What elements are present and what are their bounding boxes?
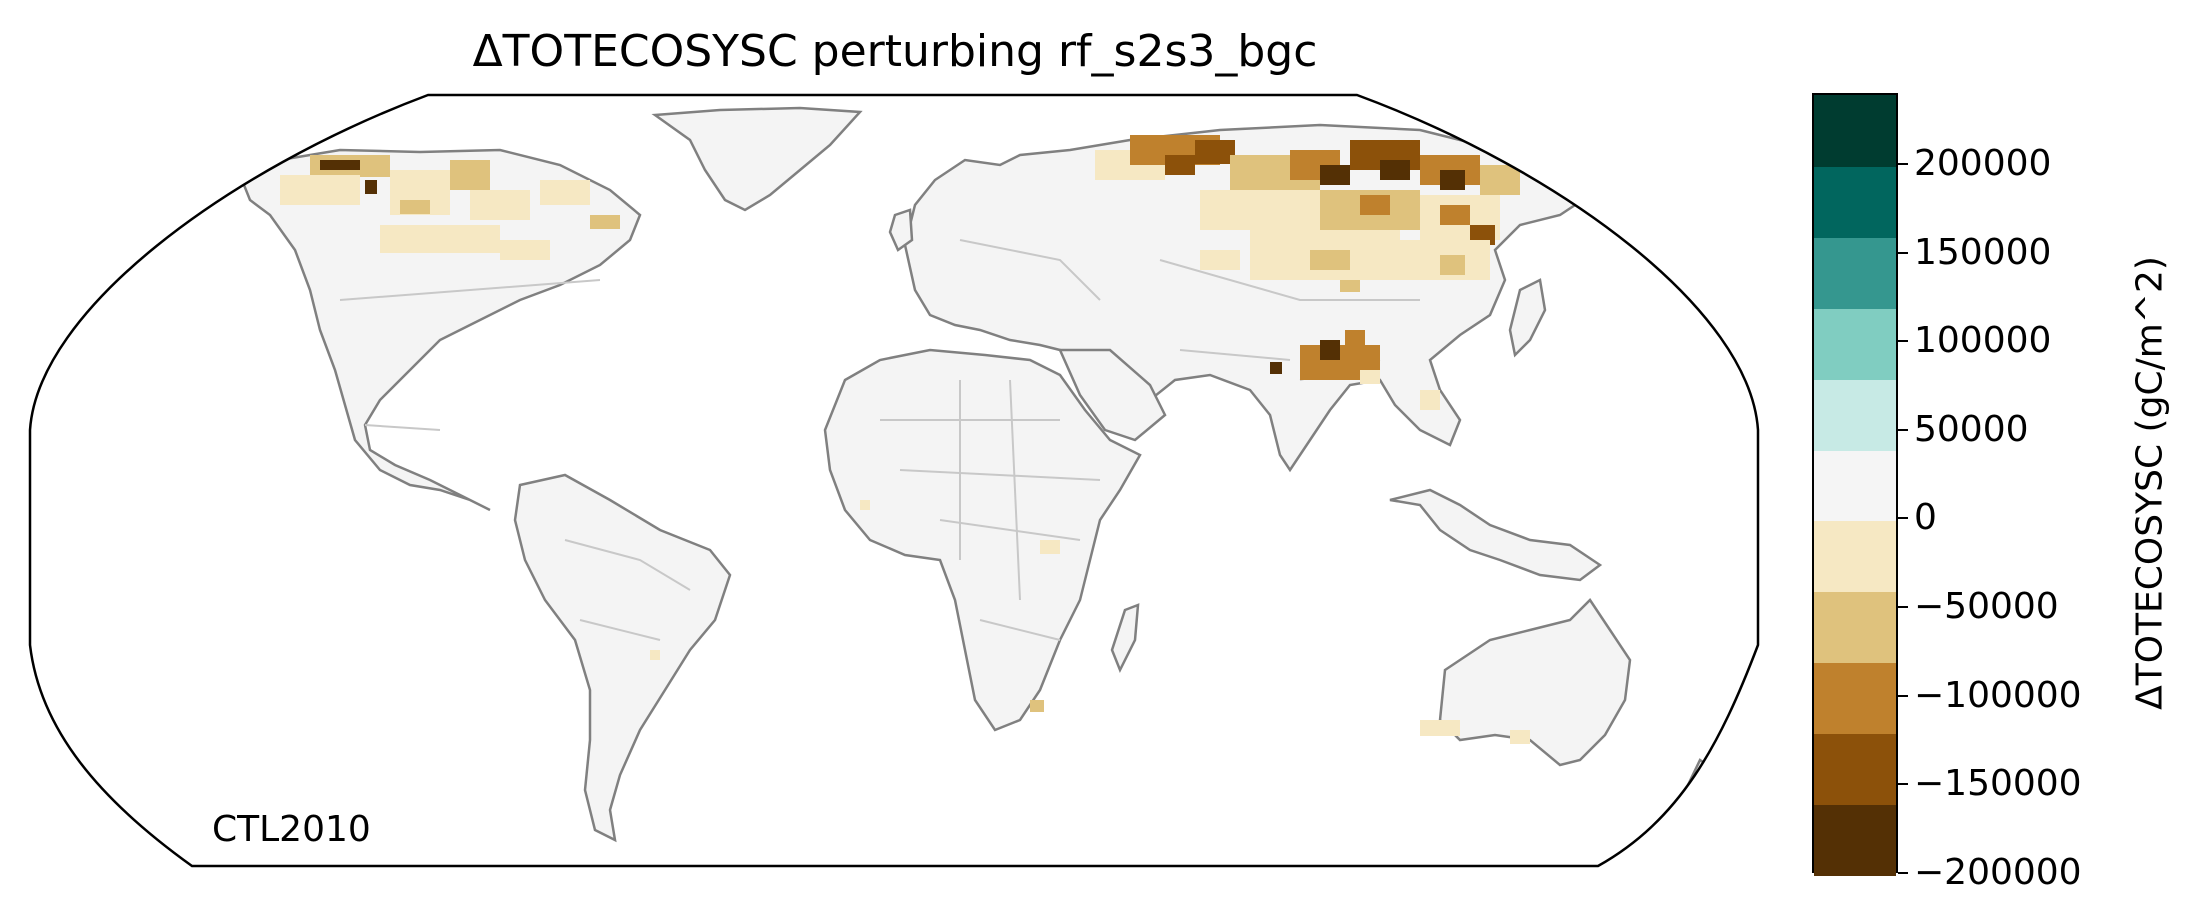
south-america-landmass <box>513 473 732 843</box>
colorbar-tick-label: 150000 <box>1914 231 2052 273</box>
colorbar-segment <box>1814 95 1896 167</box>
colorbar-tick-label: −200000 <box>1914 852 2082 893</box>
arabian-peninsula <box>1058 348 1167 442</box>
colorbar-tick-label: 0 <box>1914 497 1937 539</box>
colorbar-tick-mark <box>1898 428 1908 431</box>
colorbar-tick-mark <box>1898 606 1908 609</box>
uk-landmass <box>888 208 914 252</box>
colorbar-tick-label: −150000 <box>1914 763 2082 805</box>
globe-outline <box>28 93 1760 868</box>
colorbar <box>1812 93 1898 876</box>
colorbar-segment <box>1814 520 1896 593</box>
australia-landmass <box>1438 598 1632 767</box>
colorbar-segment <box>1814 165 1896 238</box>
colorbar-tick-label: −100000 <box>1914 674 2082 716</box>
madagascar-landmass <box>1110 603 1140 674</box>
colorbar-tick-mark <box>1898 162 1908 165</box>
colorbar-segment <box>1814 236 1896 309</box>
change-cells <box>280 135 1530 744</box>
greenland-landmass <box>651 106 863 212</box>
colorbar-segment <box>1814 591 1896 664</box>
colorbar-tick-mark <box>1898 783 1908 786</box>
colorbar-tick-mark <box>1898 340 1908 343</box>
map-corner-label: CTL2010 <box>212 809 371 850</box>
colorbar-tick-mark <box>1898 872 1908 874</box>
map-content <box>238 106 1714 843</box>
colorbar-segment <box>1814 307 1896 380</box>
colorbar-tick-label: 200000 <box>1914 142 2052 184</box>
colorbar-tick-label: 100000 <box>1914 320 2052 362</box>
colorbar-label: ΔTOTECOSYSC (gC/m^2) <box>2129 256 2171 710</box>
colorbar-segment <box>1814 733 1896 806</box>
japan-landmass <box>1508 278 1547 358</box>
colorbar-segment <box>1814 662 1896 735</box>
colorbar-segment <box>1814 449 1896 522</box>
colorbar-tick-mark <box>1898 517 1908 520</box>
colorbar-segment <box>1814 378 1896 451</box>
indonesia-landmass <box>1389 488 1603 582</box>
colorbar-tick-label: 50000 <box>1914 408 2029 450</box>
colorbar-tick-mark <box>1898 694 1908 697</box>
colorbar-tick-mark <box>1898 251 1908 254</box>
colorbar-tick-label: −50000 <box>1914 586 2059 628</box>
world-map <box>28 93 1760 868</box>
chart-title: ΔTOTECOSYSC perturbing rf_s2s3_bgc <box>472 26 1318 77</box>
colorbar-segment <box>1814 804 1896 876</box>
